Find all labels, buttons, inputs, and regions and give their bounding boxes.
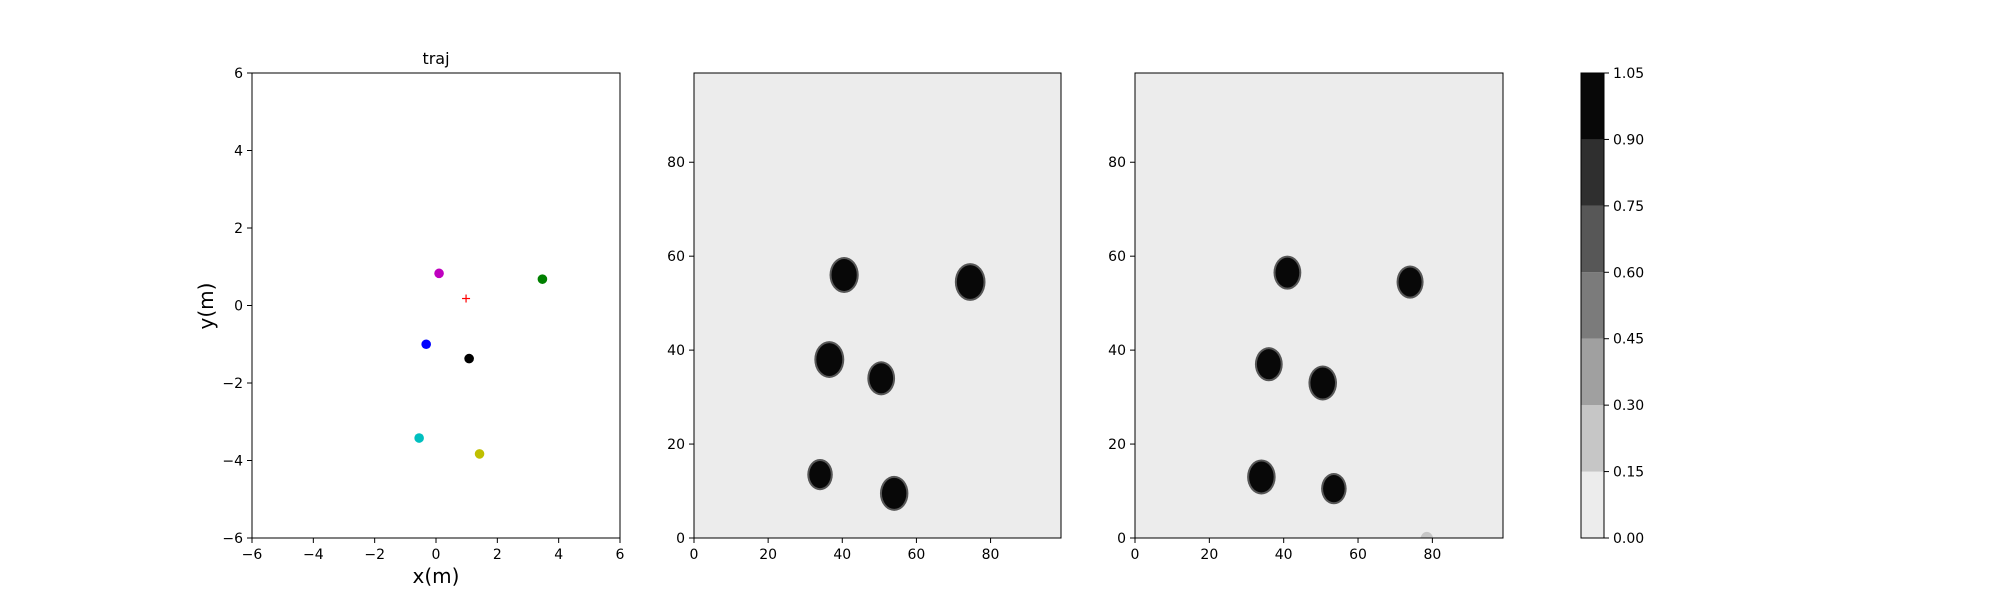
heatmap-1-x-tick-label: 0 (690, 547, 699, 563)
heatmap-panel-2: 0 20 40 60 80 0 20 40 60 80 (1108, 72, 1504, 563)
colorbar-tick-label: 0.60 (1613, 265, 1644, 281)
heatmap-2-x-tick-label: 60 (1349, 547, 1367, 563)
traj-y-tick-label: 0 (234, 299, 243, 315)
heatmap-2-blobs (1247, 255, 1434, 538)
colorbar-tick-label: 0.75 (1613, 199, 1644, 215)
heatmap-1-x-tick-label: 20 (759, 547, 777, 563)
colorbar-band-0 (1581, 471, 1604, 538)
heatmap-2-blob-0 (1275, 257, 1300, 288)
heatmap-1-y-ticks: 0 20 40 60 80 (667, 155, 694, 547)
colorbar: 0.00 0.15 0.30 0.45 0.60 0.75 0.90 1.05 (1580, 66, 1644, 547)
colorbar-frame (1580, 72, 1605, 539)
traj-points (414, 268, 548, 459)
traj-point-1 (537, 274, 548, 284)
heatmap-2-y-tick-label: 0 (1117, 531, 1126, 547)
heatmap-1-x-tick-label: 80 (982, 547, 1000, 563)
traj-y-ticks: −6 −4 −2 0 2 4 6 (222, 66, 252, 547)
colorbar-tick-label: 1.05 (1613, 66, 1644, 82)
heatmap-2-y-tick-label: 80 (1108, 155, 1126, 171)
colorbar-band-1 (1581, 405, 1604, 472)
traj-y-tick-label: −6 (222, 531, 243, 547)
heatmap-1-blob-0 (831, 259, 857, 291)
heatmap-1-blob-5 (881, 477, 907, 509)
traj-x-tick-label: −4 (303, 547, 324, 563)
heatmap-2-frame (1134, 72, 1504, 539)
heatmap-2-x-ticks: 0 20 40 60 80 (1131, 538, 1441, 563)
colorbar-band-6 (1581, 73, 1604, 140)
heatmap-2-blob-2 (1256, 349, 1281, 380)
colorbar-band-4 (1581, 205, 1604, 273)
heatmap-2-background (1135, 73, 1503, 538)
traj-title: traj (422, 49, 449, 68)
heatmap-1-blob-4 (809, 460, 831, 489)
heatmap-1-x-tick-label: 60 (908, 547, 926, 563)
heatmap-1-blob-3 (869, 363, 894, 394)
heatmap-2-x-tick-label: 40 (1275, 547, 1293, 563)
traj-y-label: y(m) (194, 283, 218, 330)
traj-x-ticks: −6 −4 −2 0 2 4 6 (242, 538, 625, 563)
colorbar-tick-label: 0.30 (1613, 398, 1644, 414)
colorbar-tick-label: 0.90 (1613, 132, 1644, 148)
traj-y-tick-label: 2 (234, 221, 243, 237)
heatmap-1-x-tick-label: 40 (833, 547, 851, 563)
heatmap-2-y-tick-label: 40 (1108, 343, 1126, 359)
colorbar-band-2 (1581, 338, 1604, 406)
traj-x-tick-label: 2 (493, 547, 502, 563)
heatmap-2-blob-1 (1398, 267, 1422, 297)
heatmap-2-y-tick-label: 60 (1108, 249, 1126, 265)
colorbar-ticks: 0.00 0.15 0.30 0.45 0.60 0.75 0.90 1.05 (1604, 66, 1644, 547)
heatmap-2-blob-4 (1249, 461, 1274, 493)
heatmap-2-x-tick-label: 0 (1131, 547, 1140, 563)
traj-x-tick-label: 6 (616, 547, 625, 563)
heatmap-2-x-tick-label: 20 (1200, 547, 1218, 563)
colorbar-tick-label: 0.45 (1613, 332, 1644, 348)
heatmap-1-blobs (807, 257, 986, 511)
heatmap-1-frame (693, 72, 1062, 539)
colorbar-bands (1581, 73, 1604, 538)
traj-point-0 (434, 268, 444, 279)
traj-x-tick-label: −2 (364, 547, 385, 563)
traj-point-3 (464, 353, 474, 364)
traj-target-marker (462, 294, 471, 303)
colorbar-tick-label: 0.00 (1613, 531, 1644, 547)
heatmap-2-blob-3 (1310, 367, 1335, 399)
traj-point-4 (414, 433, 424, 443)
traj-point-5 (474, 449, 485, 459)
traj-x-tick-label: 4 (554, 547, 563, 563)
heatmap-panel-1: 0 20 40 60 80 0 20 40 60 80 (667, 72, 1062, 563)
traj-point-2 (421, 339, 431, 350)
colorbar-band-5 (1581, 139, 1604, 206)
heatmap-2-y-tick-label: 20 (1108, 437, 1126, 453)
heatmap-1-blob-2 (816, 343, 843, 376)
colorbar-tick-label: 0.15 (1613, 465, 1644, 481)
traj-x-tick-label: −6 (242, 547, 263, 563)
traj-y-tick-label: −2 (222, 376, 243, 392)
heatmap-1-blob-1 (956, 265, 984, 299)
traj-y-tick-label: 4 (234, 144, 243, 160)
heatmap-1-y-tick-label: 0 (676, 531, 685, 547)
traj-x-label: x(m) (413, 564, 460, 588)
trajectory-plot: traj −6 −4 −2 0 2 4 6 −6 −4 −2 0 2 4 6 x(m) y(m) (194, 49, 625, 588)
traj-y-tick-label: −4 (222, 454, 243, 470)
heatmap-1-y-tick-label: 40 (667, 343, 685, 359)
heatmap-1-background (694, 73, 1061, 538)
heatmap-1-y-tick-label: 20 (667, 437, 685, 453)
heatmap-1-x-ticks: 0 20 40 60 80 (690, 538, 1000, 563)
heatmap-1-y-tick-label: 80 (667, 155, 685, 171)
heatmap-2-x-tick-label: 80 (1423, 547, 1441, 563)
heatmap-1-y-tick-label: 60 (667, 249, 685, 265)
colorbar-band-3 (1581, 272, 1604, 339)
heatmap-2-blob-6 (1420, 531, 1434, 538)
traj-y-tick-label: 6 (234, 66, 243, 82)
traj-frame (251, 72, 621, 539)
heatmap-2-y-ticks: 0 20 40 60 80 (1108, 155, 1135, 547)
heatmap-2-blob-5 (1323, 475, 1345, 503)
traj-x-tick-label: 0 (432, 547, 441, 563)
